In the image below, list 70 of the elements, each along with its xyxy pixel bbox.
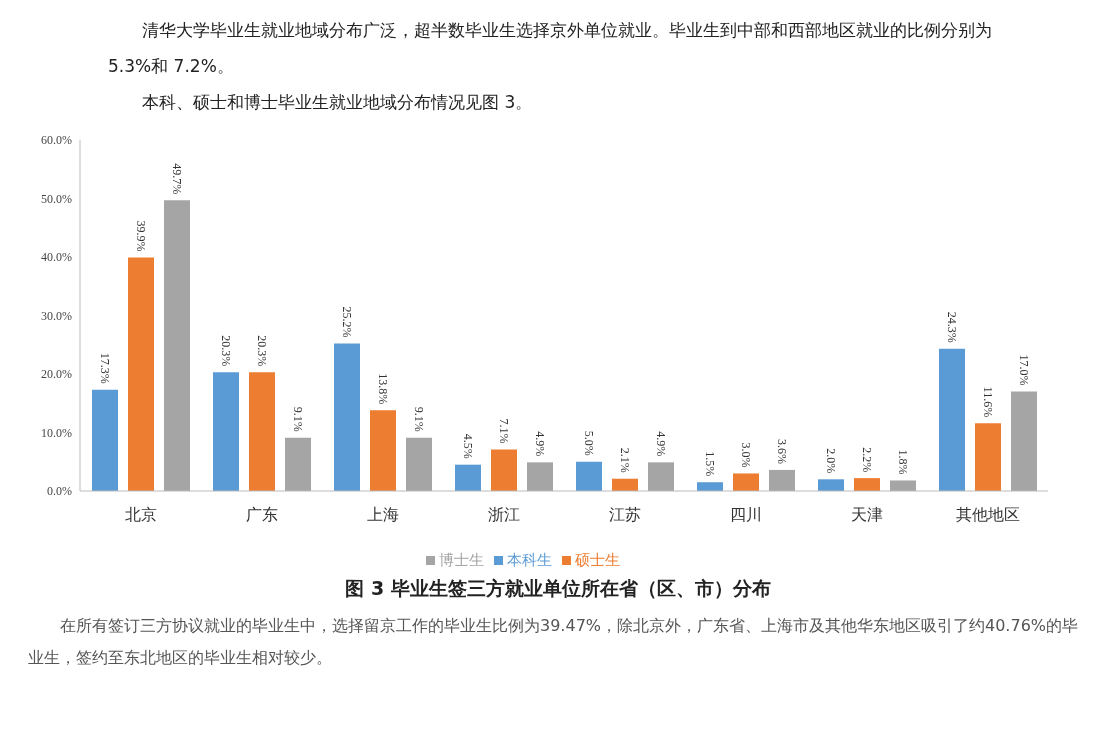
data-label: 20.3% <box>255 335 269 367</box>
y-tick-label: 30.0% <box>41 308 72 323</box>
bar <box>818 479 844 491</box>
y-tick-label: 10.0% <box>41 425 72 440</box>
legend-label: 硕士生 <box>575 551 620 569</box>
y-tick-label: 50.0% <box>41 191 72 206</box>
bar <box>92 389 118 491</box>
data-label: 4.9% <box>533 431 547 457</box>
bar <box>213 372 239 491</box>
bar <box>648 462 674 491</box>
bar <box>939 348 965 491</box>
data-label: 4.5% <box>461 433 475 459</box>
data-label: 11.6% <box>981 386 995 418</box>
bar <box>249 372 275 491</box>
data-label: 20.3% <box>219 335 233 367</box>
bar <box>975 423 1001 491</box>
data-label: 39.9% <box>134 220 148 252</box>
x-tick-label: 其他地区 <box>955 505 1020 525</box>
data-label: 7.1% <box>497 418 511 444</box>
text: 清华大学毕业生就业地域分布广泛，超半数毕业生选择京外单位就业。毕业生到中部和西部地区就业的比例分别为 5.3%和 7.2%。 <box>108 19 993 78</box>
data-label: 49.7% <box>170 163 184 195</box>
bar <box>285 437 311 491</box>
data-label: 1.8% <box>896 449 910 475</box>
text: 本科、硕士和博士毕业生就业地域分布情况见图 3。 <box>141 91 534 114</box>
text: 在所有签订三方协议就业的毕业生中，选择留京工作的毕业生比例为39.47%，除北京外，广东省、上海市及其他华东地区吸引了约40.76%的毕业生，签约至东北地区的毕业生相对较少。 <box>27 615 1079 669</box>
legend-label: 本科生 <box>507 551 552 569</box>
data-label: 1.5% <box>703 451 717 477</box>
bar <box>334 343 360 491</box>
data-label: 2.1% <box>618 447 632 473</box>
bar <box>128 257 154 491</box>
bar <box>491 449 517 491</box>
data-label: 3.0% <box>739 442 753 468</box>
data-label: 4.9% <box>654 431 668 457</box>
bar <box>455 464 481 491</box>
data-label: 9.1% <box>412 406 426 432</box>
y-tick-label: 60.0% <box>41 133 72 148</box>
x-tick-label: 江苏 <box>608 505 641 525</box>
x-tick-label: 四川 <box>729 505 762 525</box>
y-tick-label: 20.0% <box>41 367 72 382</box>
bar <box>769 469 795 491</box>
bar <box>576 461 602 491</box>
data-label: 5.0% <box>582 430 596 456</box>
bar <box>890 480 916 491</box>
text: 图 3 毕业生签三方就业单位所在省（区、市）分布 <box>344 576 772 601</box>
x-tick-label: 上海 <box>366 505 399 525</box>
data-label: 2.2% <box>860 447 874 473</box>
data-label: 3.6% <box>775 438 789 464</box>
data-label: 2.0% <box>824 448 838 474</box>
bar <box>164 200 190 491</box>
bar <box>697 482 723 491</box>
x-tick-label: 天津 <box>850 505 883 525</box>
bar <box>370 410 396 491</box>
x-tick-label: 广东 <box>245 505 278 525</box>
x-tick-label: 北京 <box>124 505 157 525</box>
y-tick-label: 0.0% <box>47 484 72 499</box>
y-tick-label: 40.0% <box>41 250 72 265</box>
bar <box>733 473 759 491</box>
data-label: 17.0% <box>1017 354 1031 386</box>
legend-label: 博士生 <box>439 551 484 569</box>
bar <box>612 478 638 491</box>
data-label: 17.3% <box>98 352 112 384</box>
x-tick-label: 浙江 <box>487 505 520 525</box>
data-label: 13.8% <box>376 373 390 405</box>
bar <box>527 462 553 491</box>
data-label: 9.1% <box>291 406 305 432</box>
bar <box>854 478 880 491</box>
bar <box>1011 391 1037 491</box>
bar <box>406 437 432 491</box>
data-label: 24.3% <box>945 311 959 343</box>
data-label: 25.2% <box>340 306 354 338</box>
